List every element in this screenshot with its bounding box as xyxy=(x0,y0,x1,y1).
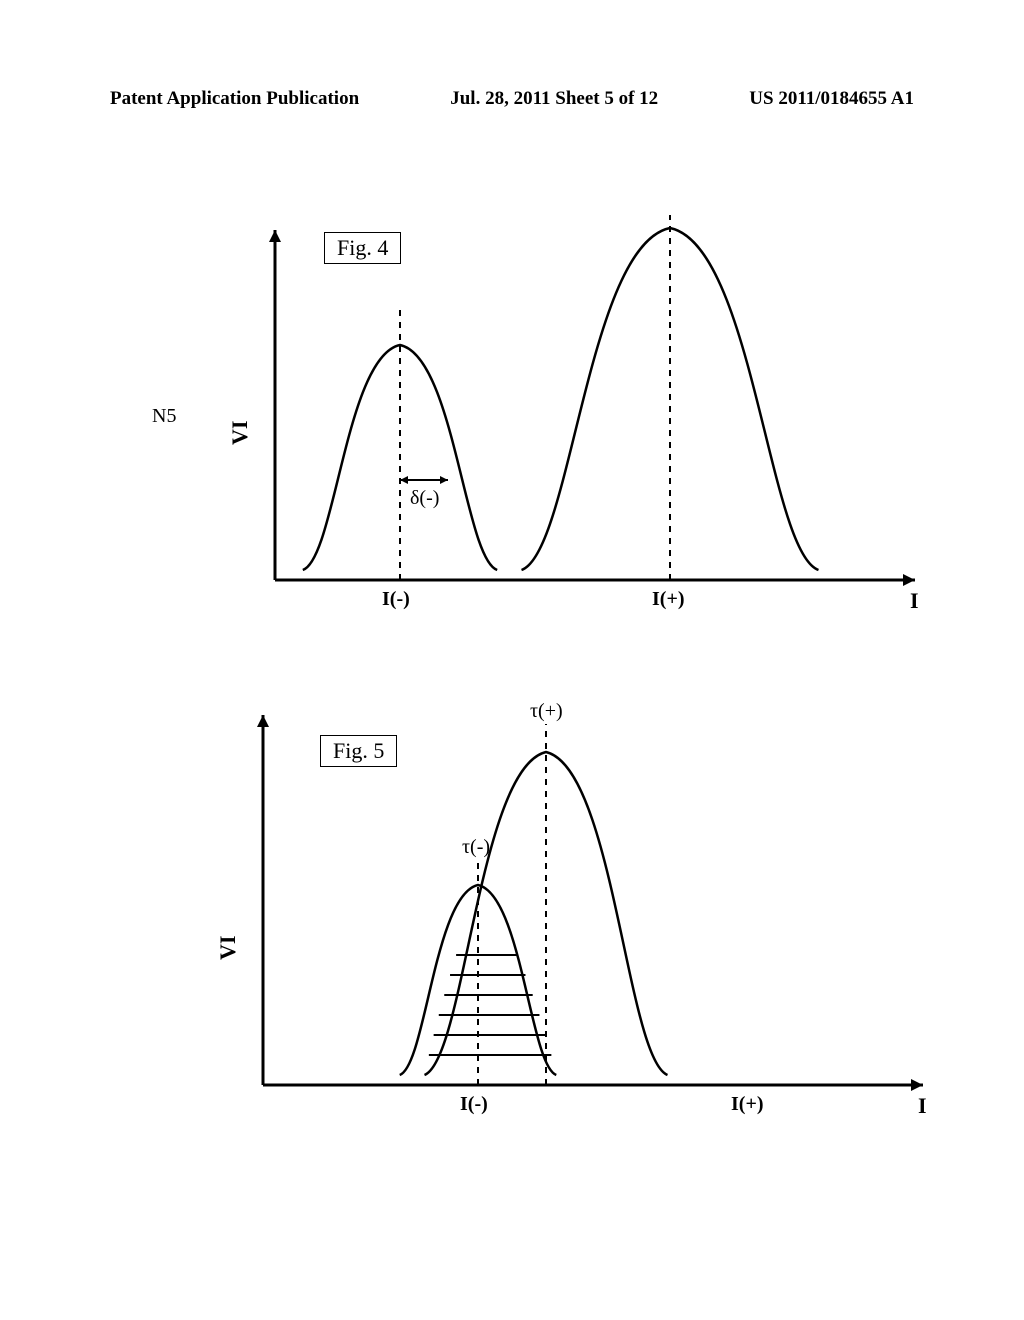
svg-text:VI: VI xyxy=(215,936,240,960)
figure-4: VI Iδ(-) I(-) I(+) xyxy=(225,210,925,620)
header-center: Jul. 28, 2011 Sheet 5 of 12 xyxy=(450,88,658,110)
svg-text:I(-): I(-) xyxy=(382,588,410,610)
figure-5-svg: VI Iτ(-) τ(+) I(-) I(+) xyxy=(208,690,928,1120)
figure-4-svg: VI Iδ(-) I(-) I(+) xyxy=(225,210,925,620)
svg-text:δ(-): δ(-) xyxy=(410,487,439,509)
svg-text:τ(-): τ(-) xyxy=(462,836,490,858)
svg-text:I: I xyxy=(918,1093,927,1118)
page-header: Patent Application Publication Jul. 28, … xyxy=(0,88,1024,110)
figure-5: VI Iτ(-) τ(+) I(-) I(+) xyxy=(208,690,928,1120)
figure-4-label-box: Fig. 4 xyxy=(324,232,401,264)
figure-5-label-box: Fig. 5 xyxy=(320,735,397,767)
svg-text:I: I xyxy=(910,588,919,613)
n5-label: N5 xyxy=(152,405,176,428)
svg-text:I(+): I(+) xyxy=(731,1093,764,1115)
svg-text:VI: VI xyxy=(227,421,252,445)
figure-4-label: Fig. 4 xyxy=(337,235,388,260)
header-right: US 2011/0184655 A1 xyxy=(749,88,914,110)
svg-text:I(+): I(+) xyxy=(652,588,685,610)
figure-5-label: Fig. 5 xyxy=(333,738,384,763)
svg-text:τ(+): τ(+) xyxy=(530,700,563,722)
header-left: Patent Application Publication xyxy=(110,88,359,110)
svg-text:I(-): I(-) xyxy=(460,1093,488,1115)
